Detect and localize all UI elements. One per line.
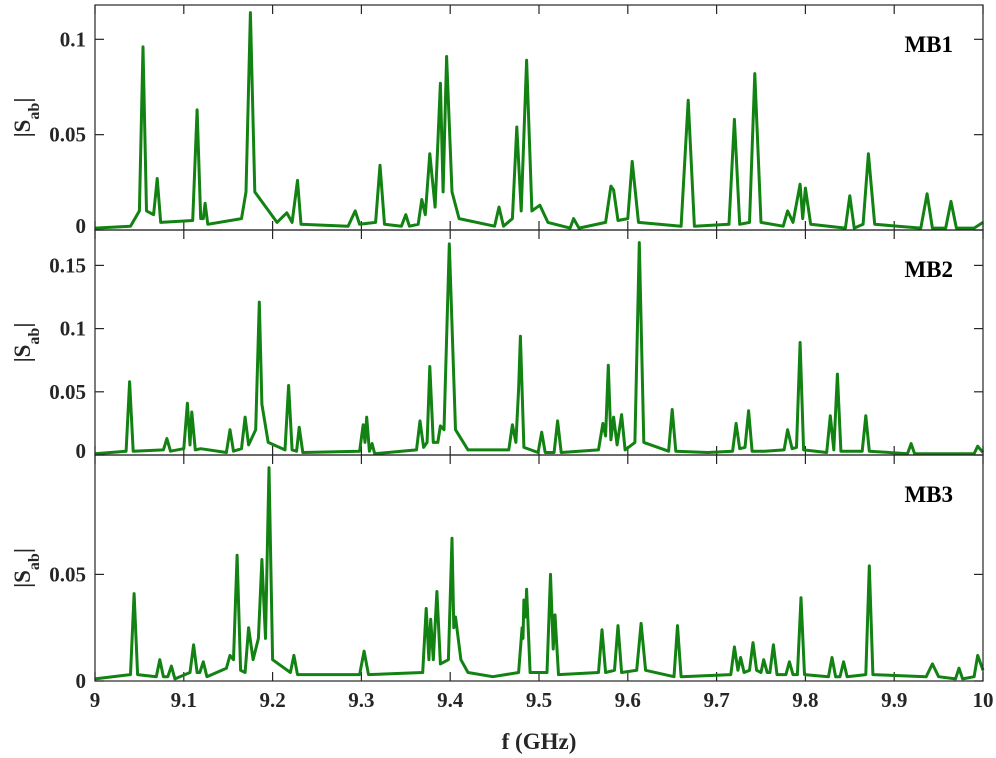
x-tick-label: 9	[90, 688, 101, 712]
y-axis-label: |Sab|	[10, 323, 43, 363]
y-tick-label: 0.05	[49, 380, 86, 404]
x-tick-label: 9.5	[526, 688, 552, 712]
panel-label: MB1	[904, 32, 953, 57]
y-tick-label: 0	[76, 439, 87, 463]
y-tick-label: 0.05	[49, 562, 86, 586]
panel-label: MB3	[904, 482, 953, 507]
series-line	[94, 241, 985, 456]
series-line	[94, 11, 984, 230]
x-tick-label: 9.8	[792, 688, 818, 712]
y-label-sub: ab	[26, 103, 43, 120]
plot-frame	[94, 229, 984, 456]
y-label-part: |S	[10, 120, 35, 138]
y-label-sub: ab	[26, 553, 43, 570]
x-tick-label: 9.7	[703, 688, 729, 712]
x-tick-label: 9.3	[348, 688, 374, 712]
panel-label: MB2	[904, 257, 953, 282]
x-tick-label: 9.9	[881, 688, 907, 712]
y-axis-label: |Sab|	[10, 98, 43, 138]
x-tick-label: 9.2	[259, 688, 285, 712]
y-label-part: |	[10, 98, 35, 103]
series-line	[94, 466, 985, 681]
y-tick-label: 0.1	[60, 27, 86, 51]
y-label-part: |	[10, 323, 35, 328]
x-axis-label: f (GHz)	[502, 729, 577, 754]
y-tick-label: 0.15	[49, 253, 86, 277]
y-axis-label: |Sab|	[10, 548, 43, 588]
x-tick-label: 9.1	[171, 688, 197, 712]
y-tick-label: 0.05	[49, 123, 86, 147]
x-tick-label: 10	[973, 688, 994, 712]
y-tick-label: 0.1	[60, 317, 86, 341]
y-label-part: |S	[10, 570, 35, 588]
x-tick-label: 9.4	[437, 688, 464, 712]
y-tick-label: 0	[76, 669, 87, 693]
y-label-part: |S	[10, 345, 35, 363]
x-tick-label: 9.6	[615, 688, 641, 712]
y-label-part: |	[10, 548, 35, 553]
y-label-sub: ab	[26, 328, 43, 345]
plot-frame	[94, 454, 984, 682]
y-tick-label: 0	[76, 214, 87, 238]
